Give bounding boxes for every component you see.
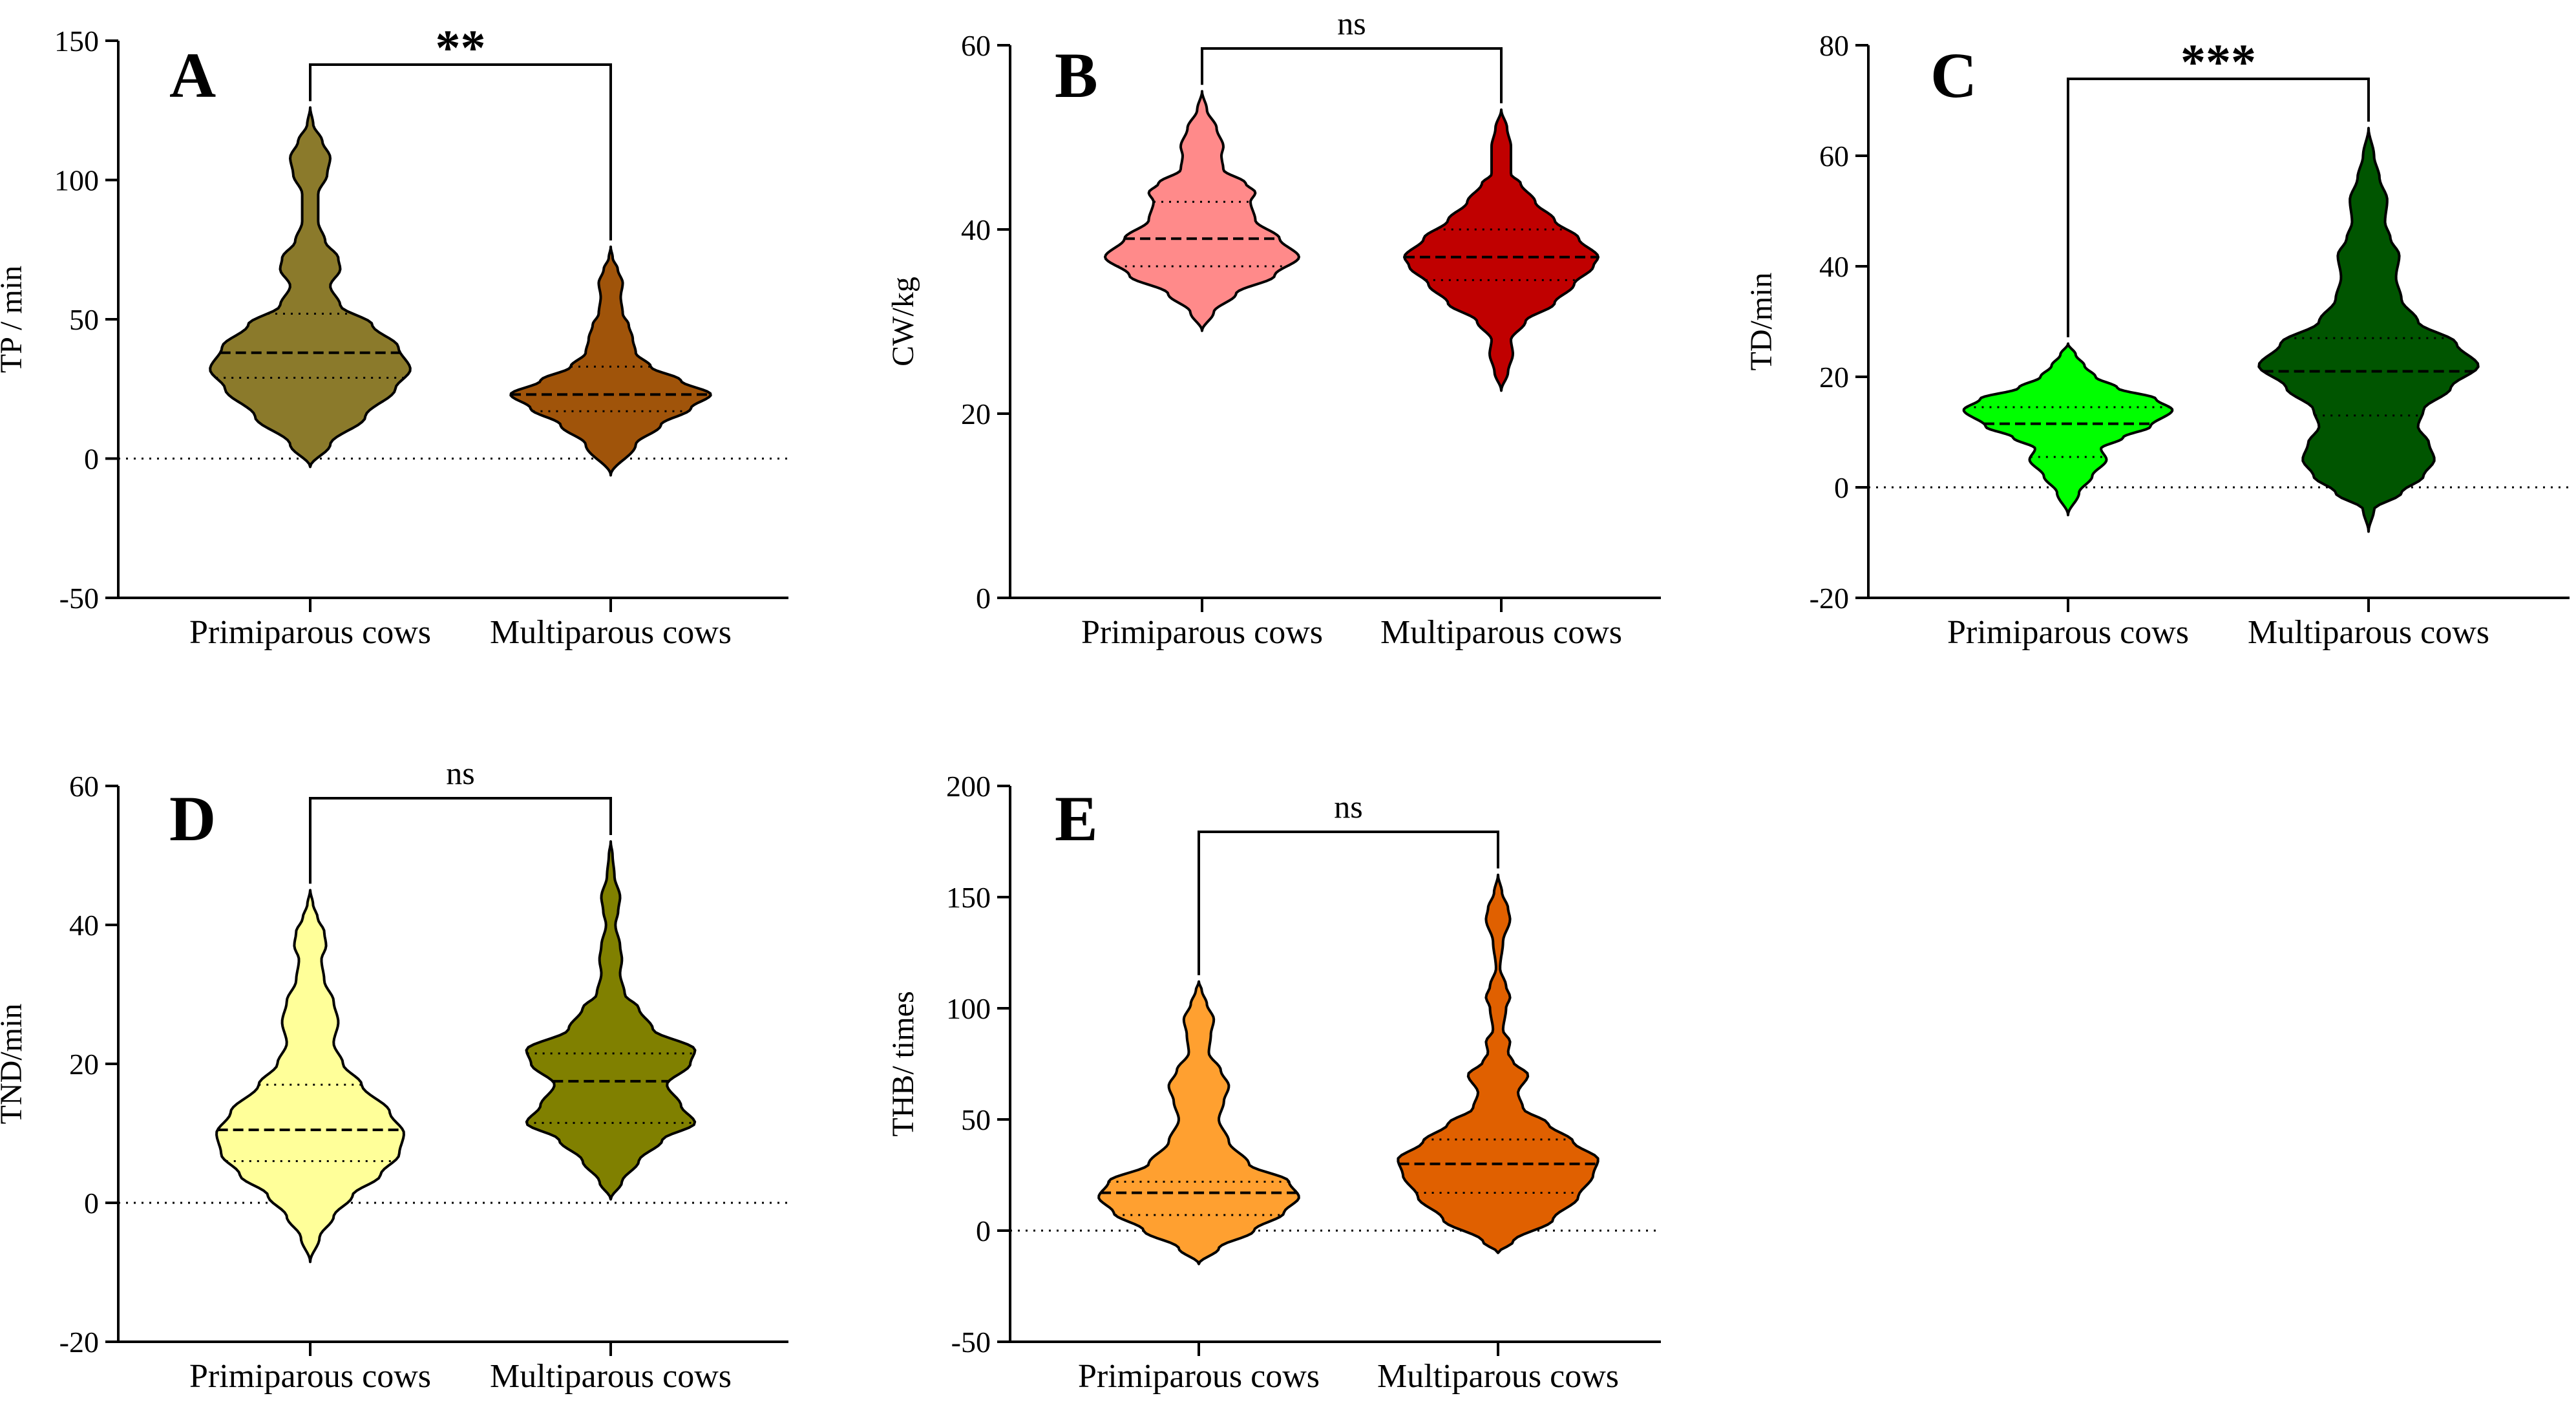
panel-e-violin-multiparous bbox=[1397, 873, 1599, 1255]
panel-b-violin-primiparous bbox=[1104, 90, 1300, 332]
panel-a-violin-primiparous bbox=[209, 106, 412, 469]
panel-e-violin-primiparous bbox=[1097, 980, 1300, 1266]
panel-d-y-tick-label: 0 bbox=[84, 1187, 99, 1220]
panel-b-letter: B bbox=[1055, 39, 1098, 111]
panel-e-y-tick-label: 150 bbox=[946, 881, 991, 914]
panel-e-y-tick-label: 200 bbox=[946, 770, 991, 803]
panel-d-significance-label: ns bbox=[446, 755, 474, 791]
panel-a-violin-multiparous bbox=[509, 245, 712, 477]
panel-e-y-tick-label: 0 bbox=[976, 1214, 991, 1247]
panel-b-violin-multiparous bbox=[1403, 108, 1599, 392]
panel-d-violin-primiparous bbox=[215, 889, 405, 1264]
panel-a-y-tick-label: 100 bbox=[54, 164, 99, 197]
panel-d-y-tick-label: 40 bbox=[69, 909, 99, 942]
panel-e-y-tick-label: 50 bbox=[961, 1103, 991, 1136]
panel-c-significance-label: *** bbox=[2180, 34, 2256, 90]
panel-d-violin-multiparous bbox=[525, 840, 697, 1201]
panel-e-letter: E bbox=[1055, 783, 1098, 854]
panel-c-y-tick-label: 60 bbox=[1819, 140, 1849, 173]
panel-a-letter: A bbox=[169, 39, 216, 111]
panel-b-significance-label: ns bbox=[1337, 5, 1366, 41]
panel-d-y-tick-label: 60 bbox=[69, 770, 99, 803]
panel-b-category-label: Multiparous cows bbox=[1380, 614, 1622, 651]
panel-c-significance-bracket bbox=[2067, 78, 2370, 337]
panel-a-category-label: Multiparous cows bbox=[490, 614, 732, 651]
panel-a-y-tick-label: -50 bbox=[59, 582, 99, 615]
panel-e-significance-bracket bbox=[1198, 831, 1499, 975]
panel-a-y-tick-label: 150 bbox=[54, 25, 99, 58]
panel-a-y-tick-label: 50 bbox=[69, 303, 99, 336]
panel-e-significance-label: ns bbox=[1334, 789, 1362, 825]
panel-a-significance-bracket bbox=[309, 63, 612, 240]
panel-e-category-label: Multiparous cows bbox=[1377, 1358, 1619, 1395]
panel-b-y-tick-label: 20 bbox=[961, 397, 991, 430]
panel-b-y-axis-title: CW/kg bbox=[886, 277, 920, 366]
panel-c-y-axis-title: TD/min bbox=[1744, 273, 1779, 371]
panel-e-y-axis-title: THB/ times bbox=[886, 991, 920, 1136]
panel-b-y-tick-label: 40 bbox=[961, 213, 991, 246]
panel-c-violin-multiparous bbox=[2257, 127, 2480, 533]
panel-c-y-tick-label: 20 bbox=[1819, 361, 1849, 394]
panel-c-violin-primiparous bbox=[1962, 342, 2174, 516]
panel-b-category-label: Primiparous cows bbox=[1081, 614, 1323, 651]
panel-b-y-tick-label: 0 bbox=[976, 582, 991, 615]
panel-d-category-label: Primiparous cows bbox=[189, 1358, 431, 1395]
panel-b-y-tick-label: 60 bbox=[961, 29, 991, 62]
panel-e-y-tick-label: 100 bbox=[946, 992, 991, 1025]
panel-c-letter: C bbox=[1930, 39, 1977, 111]
panel-c-y-tick-label: 0 bbox=[1834, 471, 1849, 504]
panel-c-category-label: Multiparous cows bbox=[2248, 614, 2489, 651]
panel-d-y-tick-label: -20 bbox=[59, 1326, 99, 1359]
panel-c-y-tick-label: 80 bbox=[1819, 29, 1849, 62]
panel-d-y-axis-title: TND/min bbox=[0, 1004, 28, 1125]
panel-c-category-label: Primiparous cows bbox=[1947, 614, 2189, 651]
panel-b-significance-bracket bbox=[1201, 47, 1503, 103]
panel-a-y-tick-label: 0 bbox=[84, 443, 99, 476]
panel-e-category-label: Primiparous cows bbox=[1078, 1358, 1320, 1395]
panel-e-y-tick-label: -50 bbox=[951, 1326, 991, 1359]
panel-a-significance-label: ** bbox=[436, 19, 486, 76]
panel-c-y-tick-label: 40 bbox=[1819, 250, 1849, 283]
panel-d-significance-bracket bbox=[309, 797, 612, 884]
panel-a-y-axis-title: TP / min bbox=[0, 266, 28, 373]
panel-c-y-tick-label: -20 bbox=[1810, 582, 1849, 615]
panel-d-letter: D bbox=[169, 783, 216, 854]
panel-a-category-label: Primiparous cows bbox=[189, 614, 431, 651]
panel-d-category-label: Multiparous cows bbox=[490, 1358, 732, 1395]
panel-d-y-tick-label: 20 bbox=[69, 1048, 99, 1081]
